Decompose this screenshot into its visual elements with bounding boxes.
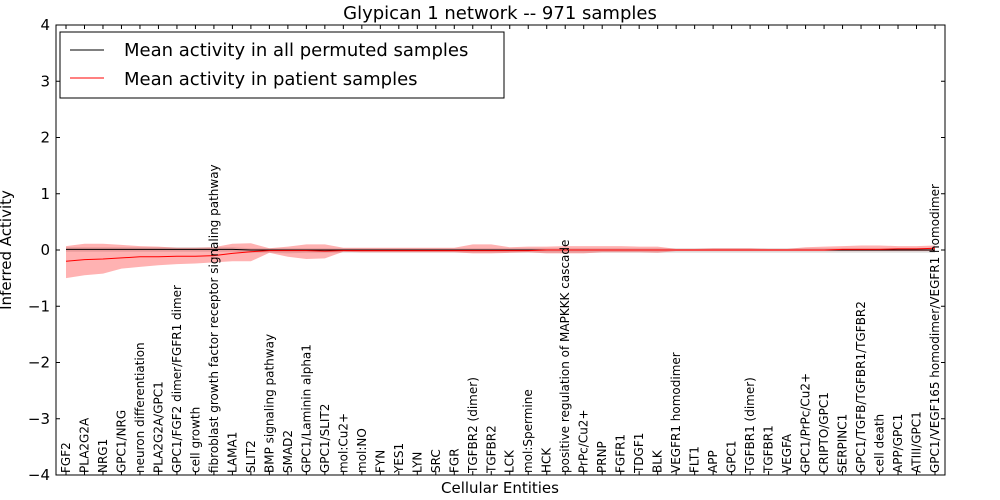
x-category-label: HCK <box>540 447 554 473</box>
x-category-label: GPC1/FGF2 dimer/FGFR1 dimer <box>170 285 184 473</box>
y-axis: −4 −3 −2 −1 0 1 2 3 4 <box>28 16 945 484</box>
x-category-label: TDGF1 <box>632 433 646 474</box>
x-category-label: GPC1/PrPc/Cu2+ <box>799 373 813 473</box>
x-category-label: APP/GPC1 <box>891 414 905 473</box>
x-category-label: TGFBR2 (dimer) <box>466 377 480 474</box>
x-category-label: CRIPTO/GPC1 <box>817 392 831 473</box>
x-category-label: LYN <box>410 452 424 473</box>
x-category-label: GPC1/NRG <box>114 410 128 473</box>
x-category-label: GPC1/VEGF165 homodimer/VEGFR1 homodimer <box>928 184 942 473</box>
x-category-label: TGFBR1 <box>762 425 776 474</box>
x-category-label: TGFBR1 (dimer) <box>743 377 757 474</box>
confidence-bands <box>66 243 935 279</box>
y-tick-label: −3 <box>28 410 50 428</box>
x-category-label: neuron differentiation <box>133 342 147 473</box>
line-series-1 <box>65 247 936 262</box>
x-category-label: mol:NO <box>355 428 369 473</box>
x-category-label: LCK <box>503 449 517 473</box>
legend-label-permuted: Mean activity in all permuted samples <box>124 40 468 61</box>
x-category-label: GPC1/SLIT2 <box>318 404 332 473</box>
y-tick-label: 2 <box>40 129 50 147</box>
series-lines <box>65 247 936 262</box>
x-category-label: PLA2G2A/GPC1 <box>151 381 165 473</box>
x-category-label: SRC <box>429 449 443 473</box>
x-category-label: fibroblast growth factor receptor signal… <box>207 164 221 473</box>
x-category-label: SLIT2 <box>244 440 258 473</box>
x-category-label: GPC1/Laminin alpha1 <box>299 344 313 473</box>
x-category-label: LAMA1 <box>225 432 239 473</box>
x-category-label: SMAD2 <box>281 430 295 473</box>
y-axis-title: Inferred Activity <box>0 190 15 310</box>
band-series-1 <box>66 243 935 279</box>
x-category-label: APP <box>706 450 720 473</box>
x-category-label: TGFBR2 <box>484 425 498 474</box>
x-category-label: BLK <box>651 449 665 473</box>
x-category-label: FGFR1 <box>614 434 628 473</box>
x-category-label: PRNP <box>595 441 609 473</box>
x-axis-title: Cellular Entities <box>441 479 559 497</box>
chart-title: Glypican 1 network -- 971 samples <box>343 3 657 24</box>
y-tick-label: 1 <box>40 185 50 203</box>
legend: Mean activity in all permuted samples Me… <box>59 31 505 99</box>
x-category-label: ATIII/GPC1 <box>910 411 924 473</box>
x-category-label: FYN <box>373 450 387 473</box>
legend-label-patient: Mean activity in patient samples <box>124 69 418 90</box>
y-tick-label: −1 <box>28 297 50 315</box>
x-category-label: YES1 <box>392 443 406 474</box>
x-axis: FGF2 PLA2G2A NRG1 GPC1/NRG neuron differenti… <box>59 25 942 475</box>
x-category-label: BMP signaling pathway <box>262 334 276 473</box>
y-tick-label: 4 <box>40 16 50 34</box>
y-tick-label: 3 <box>40 72 50 90</box>
x-category-label: FGF2 <box>59 442 73 473</box>
y-tick-label: 0 <box>40 241 50 259</box>
x-category-label: VEGFA <box>780 433 794 473</box>
x-category-label: cell growth <box>188 407 202 473</box>
x-category-label: PLA2G2A <box>77 417 91 473</box>
x-category-label: PrPc/Cu2+ <box>577 409 591 473</box>
legend-box <box>59 31 505 99</box>
x-category-label: NRG1 <box>96 439 110 473</box>
x-category-label: FGR <box>447 448 461 473</box>
x-category-label: mol:Cu2+ <box>336 413 350 473</box>
x-category-label: SERPINC1 <box>836 414 850 473</box>
x-category-label: FLT1 <box>688 446 702 473</box>
x-category-label: mol:Spermine <box>521 389 535 473</box>
x-category-label: cell death <box>873 414 887 473</box>
y-tick-label: −4 <box>28 466 50 484</box>
x-category-label: VEGFR1 homodimer <box>669 352 683 473</box>
x-category-label: GPC1 <box>725 440 739 473</box>
y-tick-label: −2 <box>28 354 50 372</box>
x-category-label: positive regulation of MAPKKK cascade <box>558 240 572 473</box>
x-category-label: GPC1/TGFB/TGFBR1/TGFBR2 <box>854 301 868 473</box>
